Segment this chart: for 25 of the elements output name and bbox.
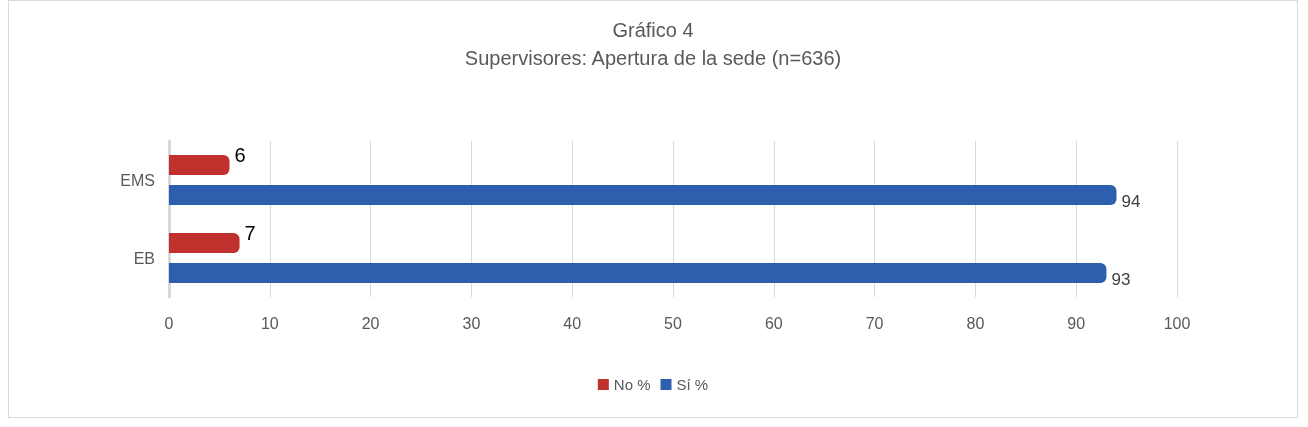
- x-tick-label: 60: [764, 314, 783, 332]
- x-tick-label: 30: [462, 314, 481, 332]
- bar: [169, 233, 240, 253]
- legend-label: No %: [613, 376, 651, 393]
- legend-label: Sí %: [676, 376, 709, 393]
- x-tick-label: 20: [361, 314, 380, 332]
- x-tick-label: 50: [664, 314, 682, 332]
- x-tick-label: 10: [260, 314, 279, 332]
- y-tick-label: EB: [133, 249, 155, 267]
- x-tick-label: 90: [1067, 314, 1086, 332]
- bar: [169, 263, 1107, 283]
- x-tick-label: 40: [563, 314, 582, 332]
- y-tick-label: EMS: [120, 171, 155, 189]
- data-label: 7: [244, 222, 256, 244]
- x-tick-label: 0: [164, 314, 174, 332]
- chart-subtitle: Supervisores: Apertura de la sede (n=636): [464, 47, 842, 69]
- bar: [169, 155, 230, 175]
- x-tick-label: 80: [966, 314, 985, 332]
- data-label: 94: [1121, 191, 1141, 211]
- data-label: 93: [1111, 269, 1131, 289]
- bar: [169, 185, 1117, 205]
- data-label: 6: [234, 144, 246, 166]
- x-tick-label: 70: [865, 314, 884, 332]
- x-tick-label: 100: [1163, 314, 1191, 332]
- chart-title: Gráfico 4: [612, 19, 694, 41]
